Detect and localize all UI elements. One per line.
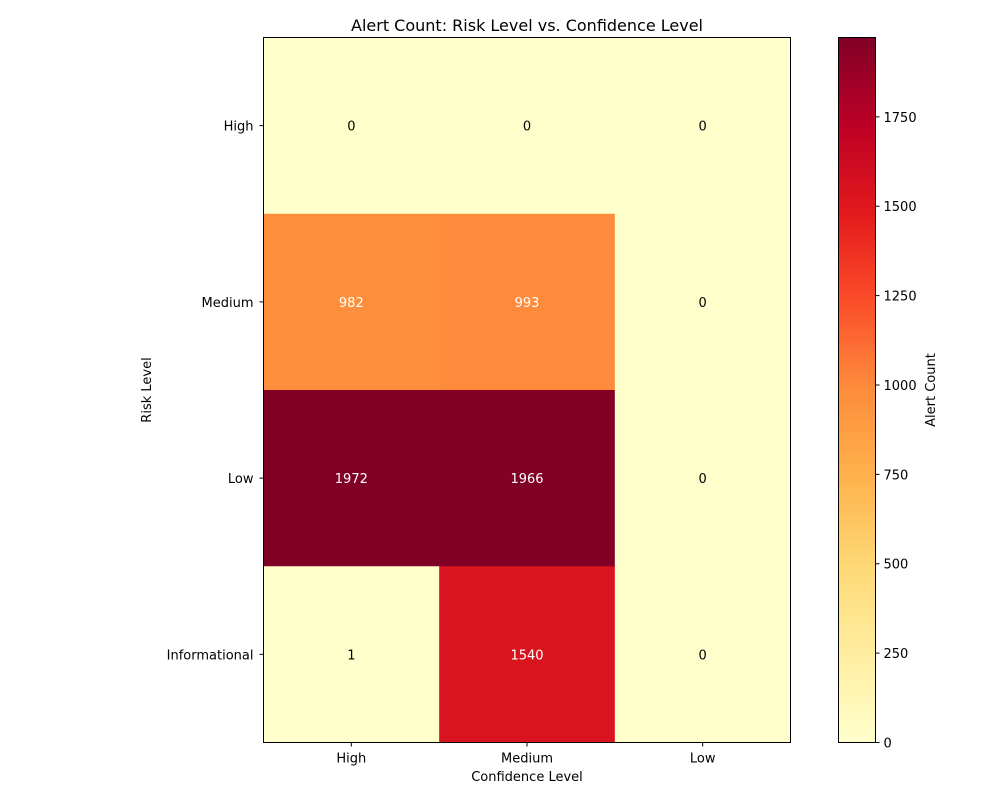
y-axis: High Medium Low Informational: [167, 120, 264, 663]
heatmap-cell: [439, 566, 616, 743]
chart-title: Alert Count: Risk Level vs. Confidence L…: [351, 16, 703, 35]
colorbar-label: Alert Count: [924, 353, 939, 427]
cell-value-label: 993: [515, 296, 540, 311]
heatmap-cell: [614, 566, 791, 743]
cell-value-label: 1540: [510, 648, 543, 663]
heatmap-cell: [263, 213, 440, 391]
cell-value-labels: 0 0 0 982 993 0 1972 1966 0 1 1540 0: [335, 120, 707, 664]
x-axis-label: Confidence Level: [471, 770, 583, 785]
cell-value-label: 1: [347, 648, 355, 663]
colorbar-tick-label: 1250: [884, 290, 917, 305]
colorbar: [838, 37, 876, 743]
colorbar-tick-label: 1750: [884, 111, 917, 126]
heatmap-cell: [614, 37, 791, 215]
heatmap-cell: [263, 37, 440, 215]
heatmap-cells: [263, 37, 791, 743]
colorbar-tick-label: 500: [884, 558, 909, 573]
heatmap-cell: [439, 37, 616, 215]
heatmap-cell: [614, 213, 791, 391]
colorbar-tick-label: 0: [884, 737, 892, 752]
x-tick-label: Medium: [501, 752, 553, 767]
cell-value-label: 0: [699, 648, 707, 663]
colorbar-ticks: 0 250 500 750 1000 1250 1500 1750: [875, 111, 917, 752]
cell-value-label: 1966: [510, 472, 543, 487]
colorbar-tick-label: 250: [884, 647, 909, 662]
cell-value-label: 0: [699, 296, 707, 311]
cell-value-label: 0: [699, 120, 707, 135]
y-axis-label: Risk Level: [140, 357, 155, 422]
cell-value-label: 982: [339, 296, 364, 311]
heatmap-cell: [439, 213, 616, 391]
y-tick-label: Informational: [167, 648, 254, 663]
colorbar-tick-label: 1500: [884, 200, 917, 215]
cell-value-label: 1972: [335, 472, 368, 487]
heatmap-cell: [263, 390, 440, 567]
cell-value-label: 0: [699, 472, 707, 487]
heatmap-cell: [439, 390, 616, 567]
heatmap-cell: [614, 390, 791, 567]
x-tick-label: Low: [690, 752, 716, 767]
heatmap-cell: [263, 566, 440, 743]
colorbar-tick-label: 1000: [884, 379, 917, 394]
x-tick-label: High: [336, 752, 366, 767]
y-tick-label: Medium: [202, 296, 254, 311]
y-tick-label: Low: [228, 472, 254, 487]
colorbar-tick-label: 750: [884, 468, 909, 483]
cell-value-label: 0: [523, 120, 531, 135]
y-tick-label: High: [224, 120, 254, 135]
cell-value-label: 0: [347, 120, 355, 135]
x-axis: High Medium Low: [336, 742, 716, 767]
